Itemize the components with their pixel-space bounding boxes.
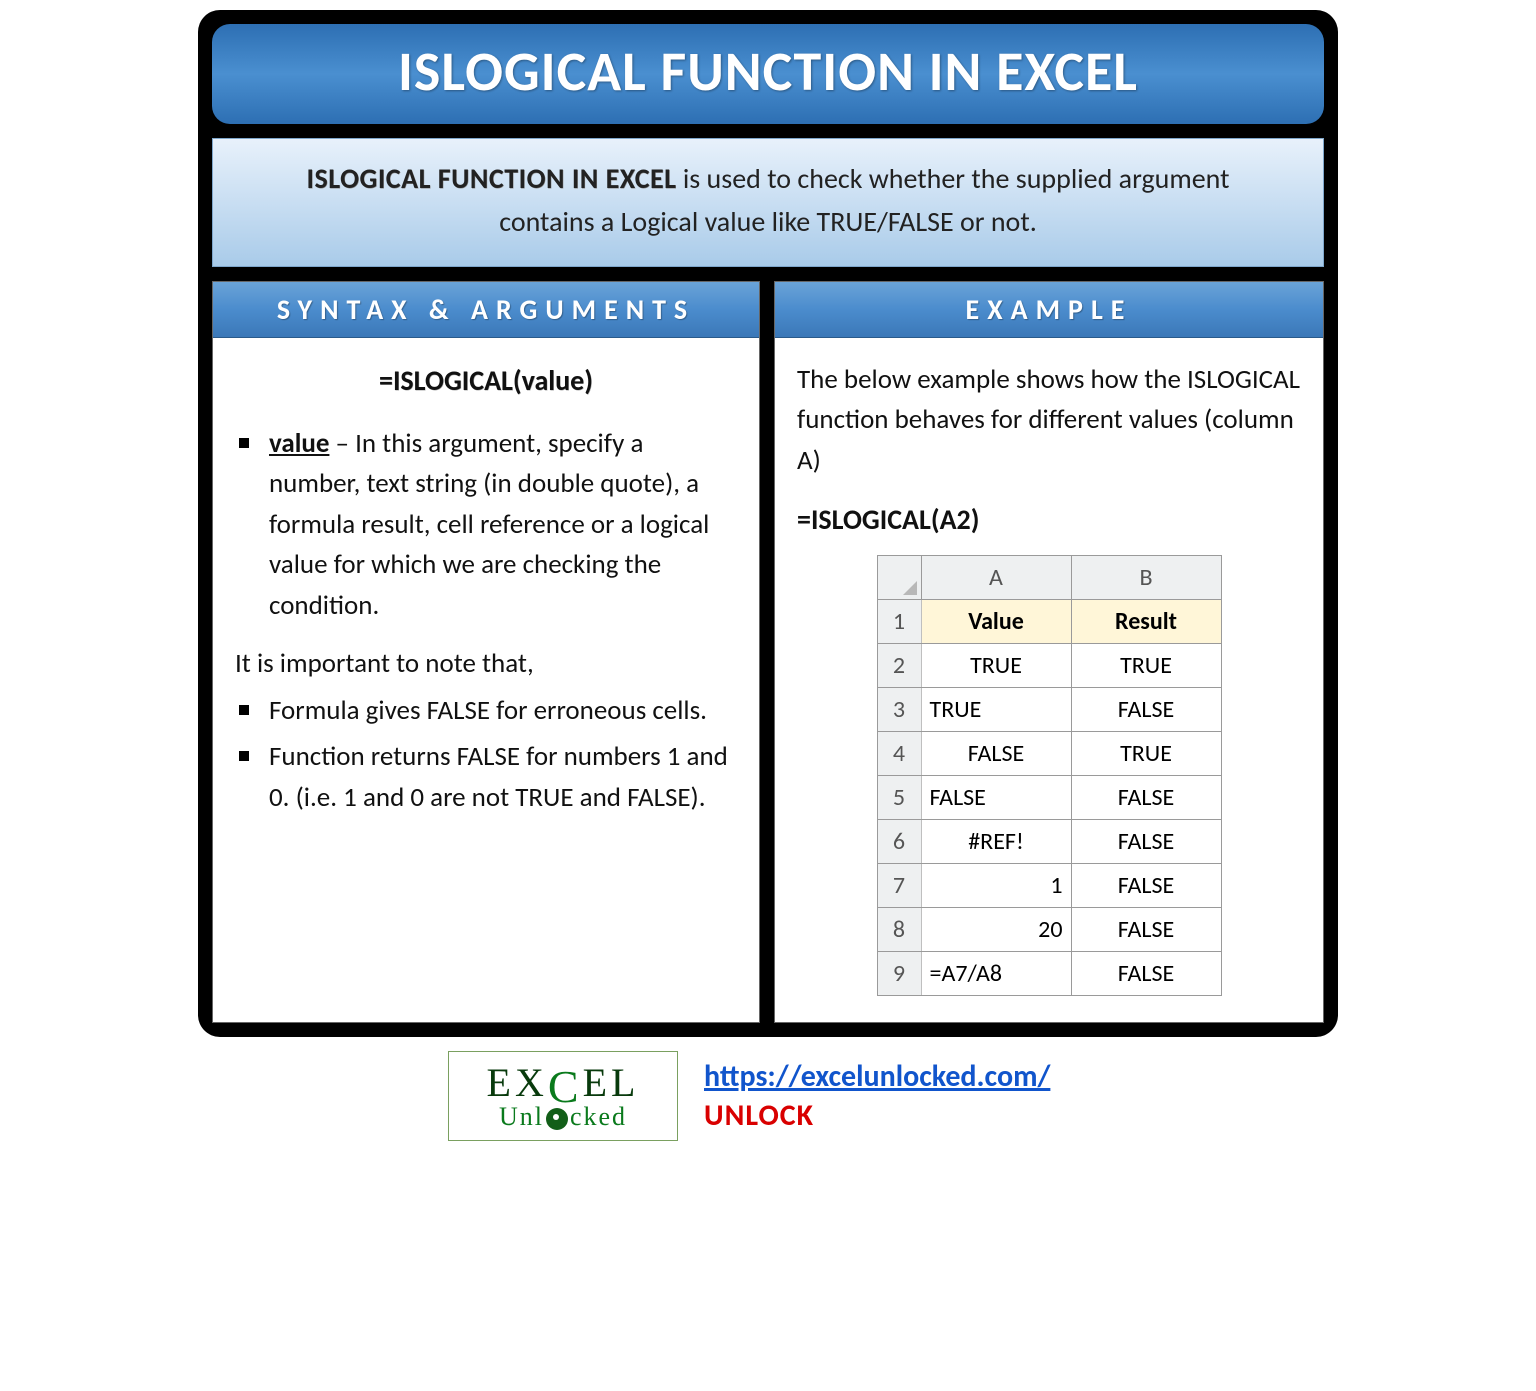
note-item: Formula gives FALSE for erroneous cells. xyxy=(235,691,737,732)
logo-top-text: EXCEL xyxy=(487,1060,640,1106)
example-panel-body: The below example shows how the ISLOGICA… xyxy=(775,338,1323,1023)
note-item: Function returns FALSE for numbers 1 and… xyxy=(235,737,737,818)
excel-data-row: 71FALSE xyxy=(877,864,1221,908)
excel-data-row: 5FALSEFALSE xyxy=(877,776,1221,820)
excel-row-number: 6 xyxy=(877,820,921,864)
page-title: ISLOGICAL FUNCTION IN EXCEL xyxy=(222,38,1314,106)
excel-data-row: 2TRUETRUE xyxy=(877,644,1221,688)
example-formula: =ISLOGICAL(A2) xyxy=(797,499,1301,541)
excel-data-rows: 2TRUETRUE3TRUEFALSE4FALSETRUE5FALSEFALSE… xyxy=(877,644,1221,996)
excel-cell-value: TRUE xyxy=(921,688,1071,732)
example-panel-header: EXAMPLE xyxy=(775,282,1323,338)
infographic-card: ISLOGICAL FUNCTION IN EXCEL ISLOGICAL FU… xyxy=(198,10,1338,1037)
argument-description: – In this argument, specify a number, te… xyxy=(269,427,709,622)
excel-cell-value: TRUE xyxy=(921,644,1071,688)
description-box: ISLOGICAL FUNCTION IN EXCEL is used to c… xyxy=(212,138,1324,267)
key-icon xyxy=(546,1108,568,1130)
syntax-formula: =ISLOGICAL(value) xyxy=(235,360,737,402)
footer: EXCEL Unlcked https://excelunlocked.com/… xyxy=(198,1037,1338,1141)
excel-cell-value: 1 xyxy=(921,864,1071,908)
excel-row-number: 4 xyxy=(877,732,921,776)
excel-header-cell: Value xyxy=(921,600,1071,644)
syntax-panel-header: SYNTAX & ARGUMENTS xyxy=(213,282,759,338)
excel-data-row: 4FALSETRUE xyxy=(877,732,1221,776)
excel-cell-result: FALSE xyxy=(1071,776,1221,820)
excel-cell-value: FALSE xyxy=(921,732,1071,776)
columns-wrapper: SYNTAX & ARGUMENTS =ISLOGICAL(value) val… xyxy=(212,281,1324,1024)
excel-header-row: 1 Value Result xyxy=(877,600,1221,644)
excel-grid-wrapper: A B 1 Value Result 2TRUETRUE3TRUEFALSE4F… xyxy=(797,555,1301,996)
footer-url-link[interactable]: https://excelunlocked.com/ xyxy=(704,1058,1050,1095)
argument-name: value xyxy=(269,427,329,460)
excel-cell-value: =A7/A8 xyxy=(921,952,1071,996)
description-strong: ISLOGICAL FUNCTION IN EXCEL xyxy=(307,161,677,196)
description-line1: is used to check whether the supplied ar… xyxy=(677,161,1230,196)
excel-data-row: 6#REF!FALSE xyxy=(877,820,1221,864)
argument-item: value – In this argument, specify a numb… xyxy=(235,424,737,627)
excel-cell-result: FALSE xyxy=(1071,688,1221,732)
excel-data-row: 820FALSE xyxy=(877,908,1221,952)
excel-cell-value: 20 xyxy=(921,908,1071,952)
logo-text-post: EL xyxy=(583,1063,640,1103)
title-bar: ISLOGICAL FUNCTION IN EXCEL xyxy=(212,24,1324,124)
example-panel: EXAMPLE The below example shows how the … xyxy=(774,281,1324,1024)
excel-corner-cell xyxy=(877,556,921,600)
excel-row-number: 5 xyxy=(877,776,921,820)
excel-col-header-row: A B xyxy=(877,556,1221,600)
excel-cell-value: #REF! xyxy=(921,820,1071,864)
logo-sub-text: Unlcked xyxy=(499,1102,627,1132)
excel-cell-result: FALSE xyxy=(1071,952,1221,996)
excel-data-row: 9=A7/A8FALSE xyxy=(877,952,1221,996)
excel-cell-result: TRUE xyxy=(1071,644,1221,688)
excel-row-number: 9 xyxy=(877,952,921,996)
excel-unlocked-logo: EXCEL Unlcked xyxy=(448,1051,678,1141)
excel-cell-result: FALSE xyxy=(1071,820,1221,864)
excel-cell-result: FALSE xyxy=(1071,908,1221,952)
argument-list: value – In this argument, specify a numb… xyxy=(235,424,737,627)
excel-row-number: 7 xyxy=(877,864,921,908)
footer-links: https://excelunlocked.com/ UNLOCK xyxy=(704,1058,1050,1134)
excel-row-number: 2 xyxy=(877,644,921,688)
excel-row-number: 8 xyxy=(877,908,921,952)
excel-col-header: A xyxy=(921,556,1071,600)
footer-unlock-text: UNLOCK xyxy=(704,1097,1050,1134)
syntax-panel-body: =ISLOGICAL(value) value – In this argume… xyxy=(213,338,759,851)
excel-cell-result: TRUE xyxy=(1071,732,1221,776)
logo-sub-pre: Unl xyxy=(499,1102,544,1131)
excel-row-number: 1 xyxy=(877,600,921,644)
excel-col-header: B xyxy=(1071,556,1221,600)
logo-text-pre: EX xyxy=(487,1063,548,1103)
example-intro: The below example shows how the ISLOGICA… xyxy=(797,360,1301,482)
excel-grid: A B 1 Value Result 2TRUETRUE3TRUEFALSE4F… xyxy=(877,555,1222,996)
excel-row-number: 3 xyxy=(877,688,921,732)
excel-cell-value: FALSE xyxy=(921,776,1071,820)
logo-sub-post: cked xyxy=(570,1102,627,1131)
notes-lead: It is important to note that, xyxy=(235,644,737,685)
description-line2: contains a Logical value like TRUE/FALSE… xyxy=(499,204,1037,239)
excel-cell-result: FALSE xyxy=(1071,864,1221,908)
syntax-panel: SYNTAX & ARGUMENTS =ISLOGICAL(value) val… xyxy=(212,281,760,1024)
notes-list: Formula gives FALSE for erroneous cells.… xyxy=(235,691,737,819)
excel-data-row: 3TRUEFALSE xyxy=(877,688,1221,732)
excel-header-cell: Result xyxy=(1071,600,1221,644)
